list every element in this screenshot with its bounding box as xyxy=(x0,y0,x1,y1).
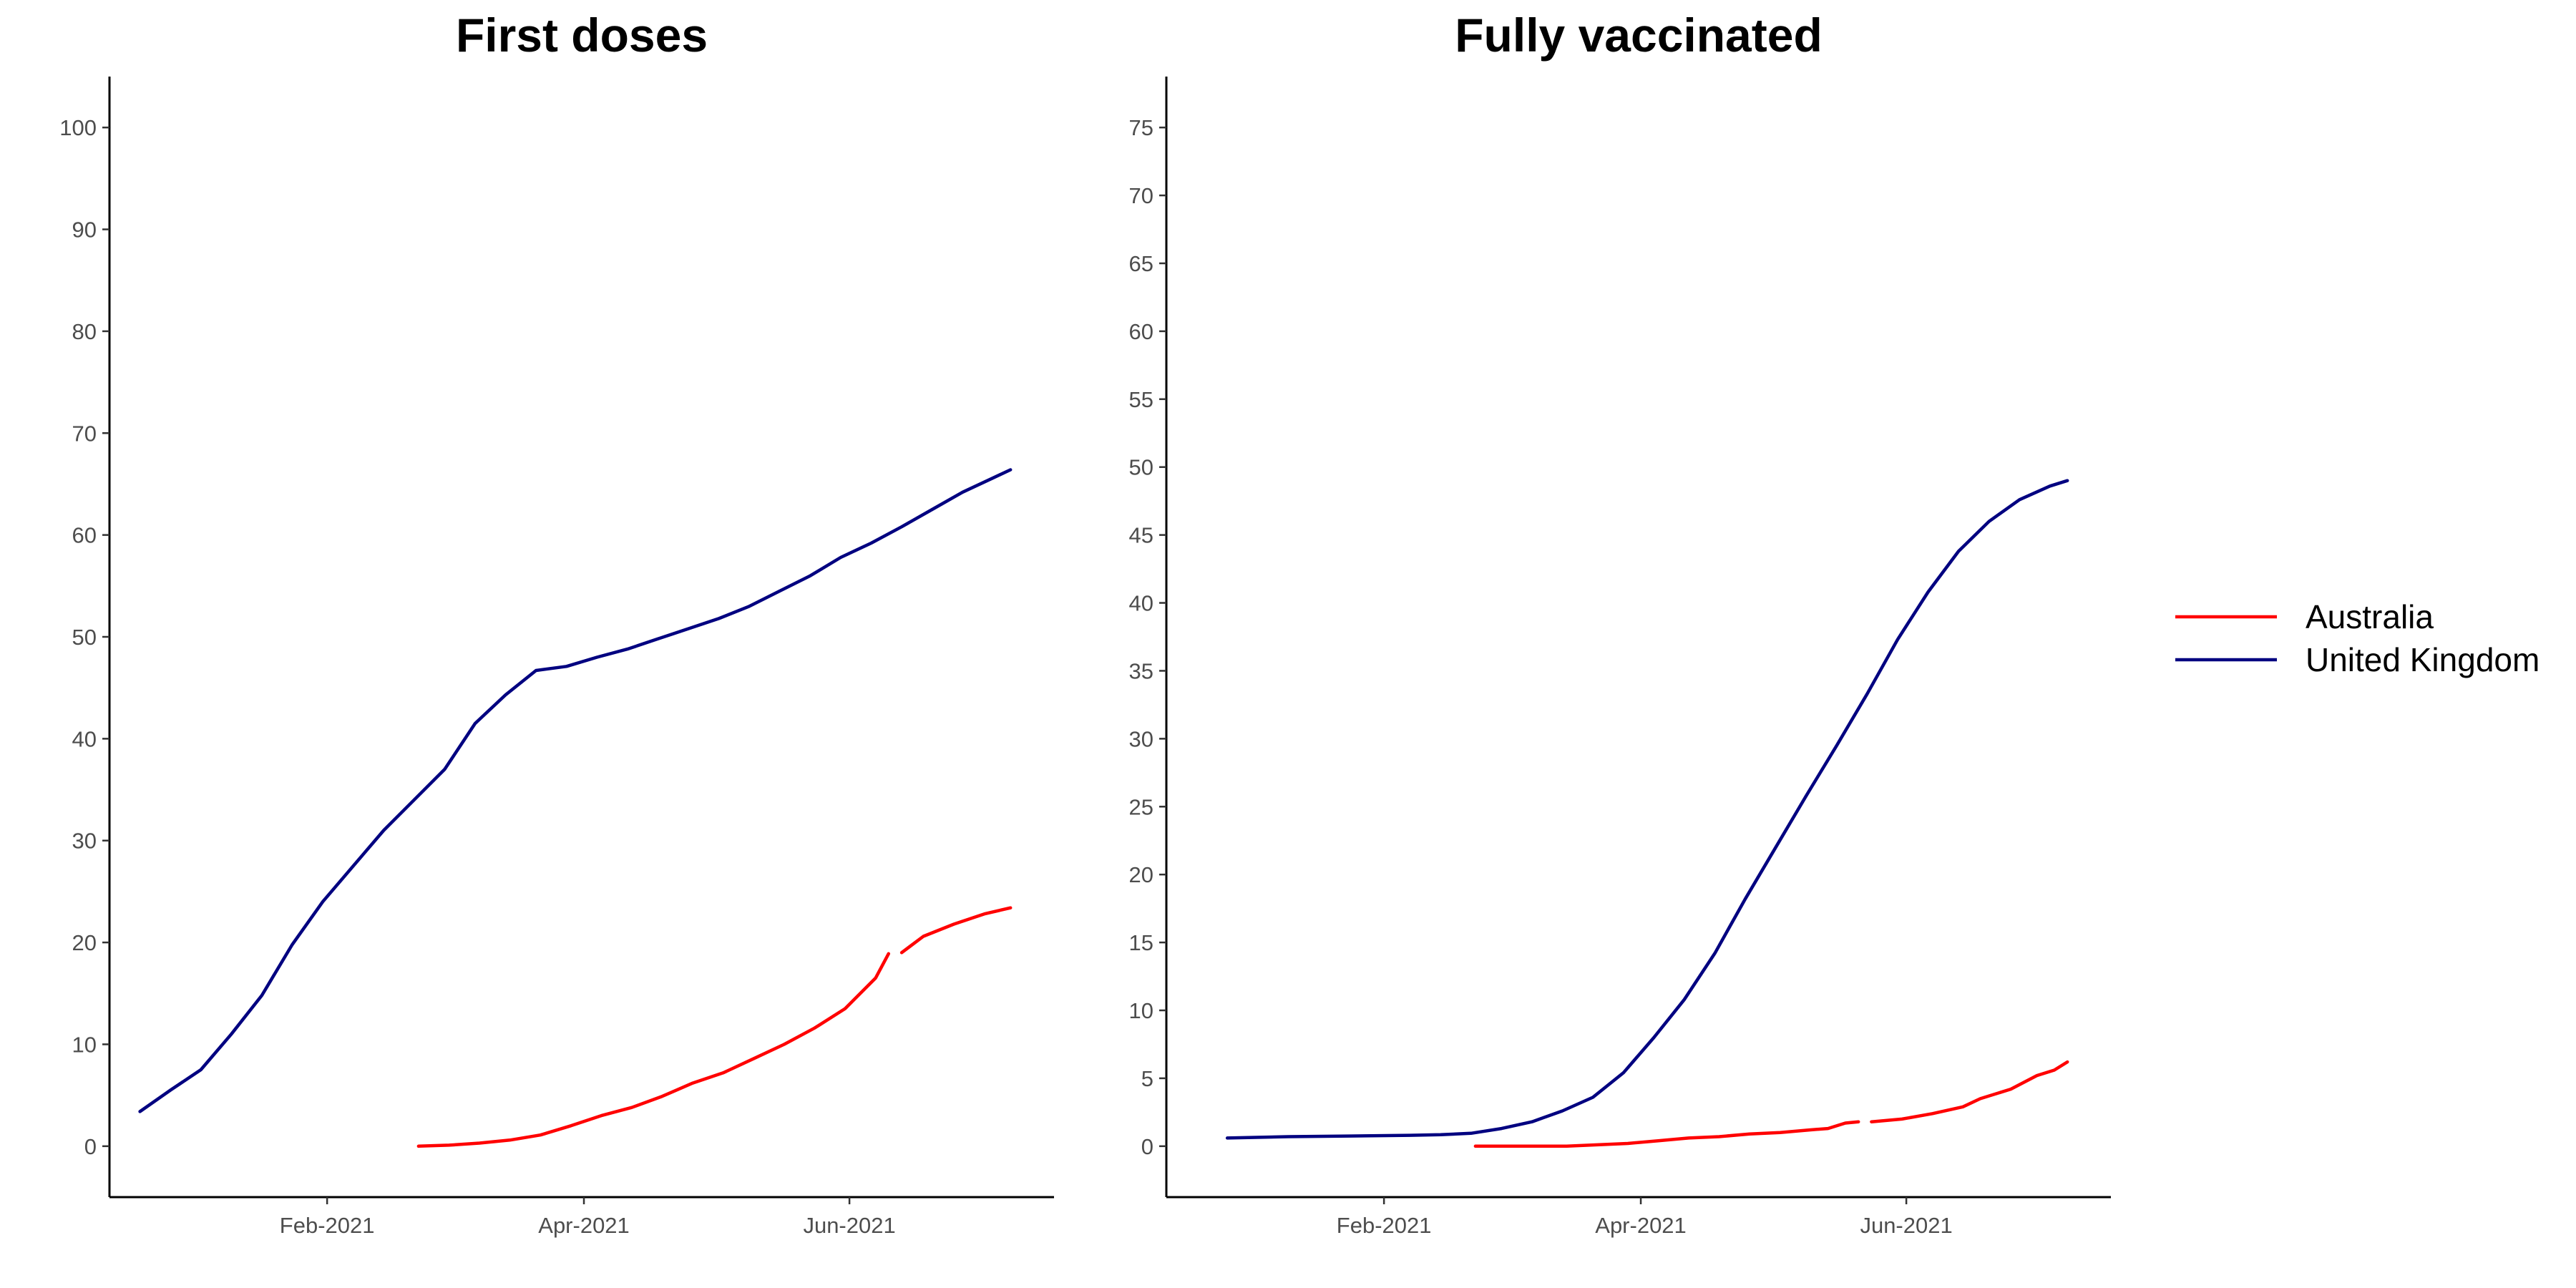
x-tick-label: Apr-2021 xyxy=(1595,1213,1687,1238)
legend-item-australia: Australia xyxy=(2175,598,2434,635)
series-line-united-kingdom xyxy=(1225,479,2069,1140)
legend-label: United Kingdom xyxy=(2306,641,2540,678)
y-tick-label: 30 xyxy=(1129,726,1153,751)
series-line-australia xyxy=(416,952,891,1148)
y-tick-label: 25 xyxy=(1129,794,1153,819)
y-tick-label: 90 xyxy=(72,218,97,243)
y-tick-label: 60 xyxy=(72,523,97,548)
y-tick-label: 10 xyxy=(72,1032,97,1057)
y-tick-label: 30 xyxy=(72,829,97,854)
series-australia xyxy=(1473,1060,2069,1148)
y-tick-label: 0 xyxy=(84,1134,97,1159)
series-australia xyxy=(416,906,1013,1148)
y-tick-label: 15 xyxy=(1129,930,1153,955)
series-united-kingdom xyxy=(138,468,1013,1113)
y-tick-label: 10 xyxy=(1129,998,1153,1023)
series-united-kingdom xyxy=(1225,479,2069,1140)
y-tick-label: 70 xyxy=(1129,183,1153,208)
x-tick-label: Apr-2021 xyxy=(538,1213,630,1238)
series-line-australia xyxy=(1870,1060,2069,1123)
y-tick-label: 80 xyxy=(72,319,97,344)
y-tick-label: 75 xyxy=(1129,115,1153,140)
y-tick-label: 60 xyxy=(1129,319,1153,344)
y-tick-label: 35 xyxy=(1129,658,1153,683)
y-tick-label: 40 xyxy=(1129,591,1153,616)
x-tick-label: Feb-2021 xyxy=(280,1213,375,1238)
x-tick-label: Jun-2021 xyxy=(803,1213,895,1238)
legend: Australia United Kingdom xyxy=(2175,598,2540,678)
legend-label: Australia xyxy=(2306,598,2434,635)
y-tick-label: 50 xyxy=(72,625,97,650)
panel-fully-vaccinated: Fully vaccinated 0 5 10 15 20 25 30 35 40 45 50 55 60… xyxy=(1129,9,2111,1238)
series-line-australia xyxy=(899,906,1013,955)
panel-title: Fully vaccinated xyxy=(1455,9,1823,62)
y-tick-label: 40 xyxy=(72,726,97,751)
y-tick-label: 55 xyxy=(1129,387,1153,412)
y-tick-label: 50 xyxy=(1129,455,1153,480)
series-line-australia xyxy=(1473,1120,1860,1148)
panel-first-doses: First doses 0 10 20 30 40 50 60 70 80 90 100 Feb-202… xyxy=(59,9,1054,1238)
panel-title: First doses xyxy=(456,9,708,62)
y-tick-label: 100 xyxy=(59,115,97,140)
y-tick-label: 65 xyxy=(1129,251,1153,276)
y-tick-label: 45 xyxy=(1129,523,1153,548)
series-line-united-kingdom xyxy=(138,468,1013,1113)
x-tick-label: Jun-2021 xyxy=(1860,1213,1952,1238)
y-tick-label: 70 xyxy=(72,421,97,446)
y-tick-label: 20 xyxy=(1129,862,1153,887)
y-tick-label: 5 xyxy=(1141,1066,1153,1091)
y-tick-label: 0 xyxy=(1141,1134,1153,1159)
x-tick-label: Feb-2021 xyxy=(1337,1213,1432,1238)
y-tick-label: 20 xyxy=(72,930,97,955)
legend-item-united-kingdom: United Kingdom xyxy=(2175,641,2540,678)
